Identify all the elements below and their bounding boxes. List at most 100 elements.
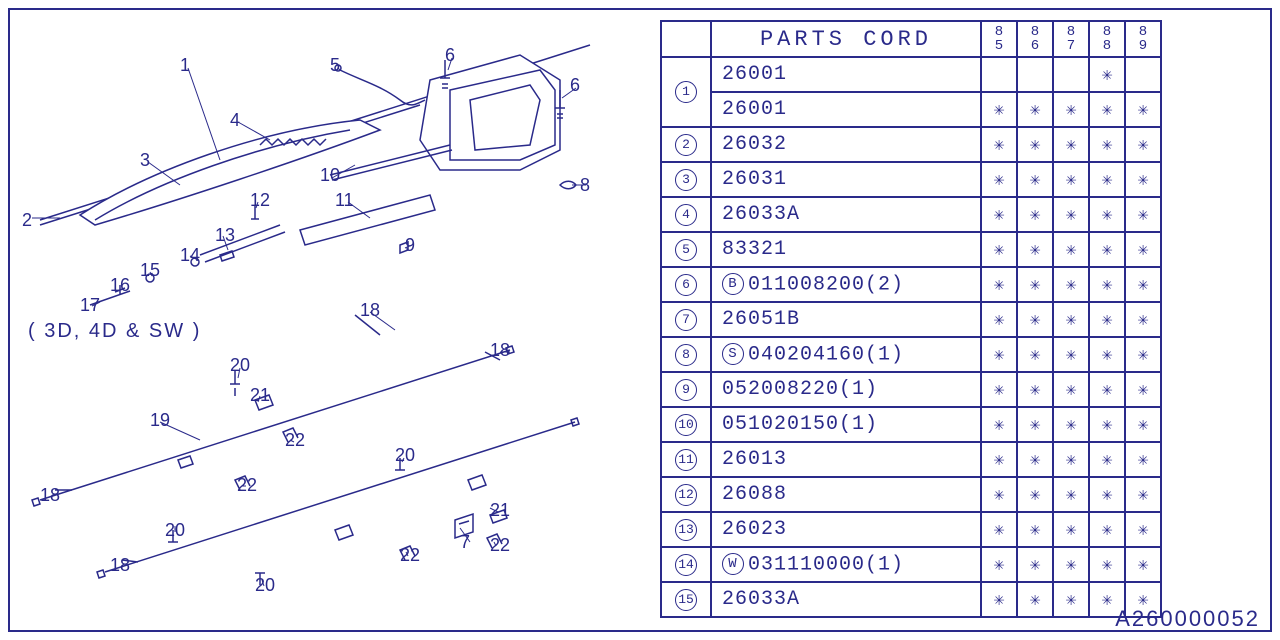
callout-9: 9 (405, 235, 415, 256)
row-num: 9 (661, 372, 711, 407)
year-mark: ✳ (1017, 372, 1053, 407)
variant-note: ( 3D, 4D & SW ) (28, 320, 201, 343)
callout-20: 20 (255, 575, 275, 596)
year-mark: ✳ (1125, 302, 1161, 337)
year-mark: ✳ (1125, 267, 1161, 302)
year-mark: ✳ (1017, 477, 1053, 512)
year-mark: ✳ (1089, 477, 1125, 512)
year-mark (1125, 57, 1161, 92)
year-mark: ✳ (1053, 302, 1089, 337)
table-row: 583321✳✳✳✳✳ (661, 232, 1161, 267)
callout-22: 22 (237, 475, 257, 496)
year-mark: ✳ (1053, 232, 1089, 267)
callout-13: 13 (215, 225, 235, 246)
callout-7: 7 (460, 532, 470, 553)
year-mark: ✳ (981, 547, 1017, 582)
year-mark: ✳ (1017, 512, 1053, 547)
row-num: 2 (661, 127, 711, 162)
row-num: 14 (661, 547, 711, 582)
year-mark: ✳ (1017, 197, 1053, 232)
table-body: 126001✳26001✳✳✳✳✳226032✳✳✳✳✳326031✳✳✳✳✳4… (661, 57, 1161, 617)
year-mark: ✳ (1017, 162, 1053, 197)
table-row: 326031✳✳✳✳✳ (661, 162, 1161, 197)
parts-table: PARTS CORD 85 86 87 88 89 126001✳26001✳✳… (660, 20, 1162, 618)
year-mark: ✳ (1017, 232, 1053, 267)
year-mark: ✳ (981, 302, 1017, 337)
year-mark: ✳ (1017, 337, 1053, 372)
part-code: 26001 (711, 57, 981, 92)
callout-3: 3 (140, 150, 150, 171)
callout-20: 20 (230, 355, 250, 376)
year-mark (1053, 57, 1089, 92)
callout-18: 18 (360, 300, 380, 321)
year-mark: ✳ (1125, 337, 1161, 372)
part-code: 26051B (711, 302, 981, 337)
year-mark: ✳ (1053, 127, 1089, 162)
row-num: 3 (661, 162, 711, 197)
part-code: S040204160(1) (711, 337, 981, 372)
year-mark: ✳ (1017, 267, 1053, 302)
year-mark: ✳ (1053, 407, 1089, 442)
callout-2: 2 (22, 210, 32, 231)
part-code: 051020150(1) (711, 407, 981, 442)
year-mark: ✳ (981, 442, 1017, 477)
year-mark: ✳ (981, 127, 1017, 162)
callout-4: 4 (230, 110, 240, 131)
year-mark (1017, 57, 1053, 92)
part-code: 26013 (711, 442, 981, 477)
callout-14: 14 (180, 245, 200, 266)
year-mark: ✳ (1089, 302, 1125, 337)
year-mark: ✳ (981, 477, 1017, 512)
part-code: 26031 (711, 162, 981, 197)
year-mark: ✳ (1017, 92, 1053, 127)
callout-5: 5 (330, 55, 340, 76)
year-mark: ✳ (1089, 442, 1125, 477)
year-mark: ✳ (1017, 547, 1053, 582)
col-year-2: 87 (1053, 21, 1089, 57)
year-mark: ✳ (1089, 337, 1125, 372)
table-row: 226032✳✳✳✳✳ (661, 127, 1161, 162)
year-mark: ✳ (981, 512, 1017, 547)
year-mark: ✳ (1089, 232, 1125, 267)
callout-6: 6 (570, 75, 580, 96)
year-mark: ✳ (1017, 582, 1053, 617)
year-mark: ✳ (1089, 197, 1125, 232)
year-mark: ✳ (981, 407, 1017, 442)
col-year-0: 85 (981, 21, 1017, 57)
callout-15: 15 (140, 260, 160, 281)
col-year-3: 88 (1089, 21, 1125, 57)
year-mark: ✳ (981, 372, 1017, 407)
year-mark: ✳ (1053, 197, 1089, 232)
row-num: 12 (661, 477, 711, 512)
year-mark: ✳ (1017, 302, 1053, 337)
part-code: 26033A (711, 197, 981, 232)
year-mark: ✳ (1089, 547, 1125, 582)
table-row: 126001✳ (661, 57, 1161, 92)
table-row: 426033A✳✳✳✳✳ (661, 197, 1161, 232)
year-mark: ✳ (1089, 512, 1125, 547)
part-code: 26088 (711, 477, 981, 512)
callout-18: 18 (110, 555, 130, 576)
table-row: 1526033A✳✳✳✳✳ (661, 582, 1161, 617)
callout-8: 8 (580, 175, 590, 196)
year-mark: ✳ (981, 337, 1017, 372)
year-mark: ✳ (981, 197, 1017, 232)
year-mark: ✳ (1053, 512, 1089, 547)
callout-22: 22 (490, 535, 510, 556)
table-row: 1126013✳✳✳✳✳ (661, 442, 1161, 477)
callout-18: 18 (490, 340, 510, 361)
row-num: 7 (661, 302, 711, 337)
year-mark: ✳ (1125, 372, 1161, 407)
callout-17: 17 (80, 295, 100, 316)
year-mark: ✳ (1089, 92, 1125, 127)
year-mark: ✳ (1089, 127, 1125, 162)
part-code: 26001 (711, 92, 981, 127)
part-code: B011008200(2) (711, 267, 981, 302)
year-mark: ✳ (1053, 162, 1089, 197)
table-row: 6B011008200(2)✳✳✳✳✳ (661, 267, 1161, 302)
year-mark (981, 57, 1017, 92)
col-num-header (661, 21, 711, 57)
row-num: 8 (661, 337, 711, 372)
row-num: 13 (661, 512, 711, 547)
table-row: 10051020150(1)✳✳✳✳✳ (661, 407, 1161, 442)
